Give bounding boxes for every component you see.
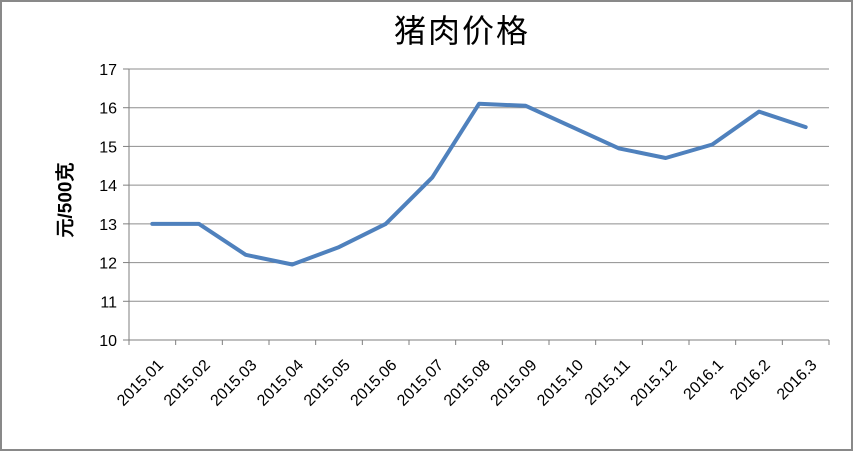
price-series-line: [150, 101, 808, 267]
x-tick-label: 2015.07: [394, 357, 447, 410]
x-tick-label: 2016.3: [774, 357, 821, 404]
x-tick-label: 2015.08: [441, 357, 494, 410]
y-tick-label: 11: [100, 294, 117, 311]
x-tick-label: 2015.12: [628, 357, 681, 410]
x-tick-label: 2016.1: [681, 357, 728, 404]
y-tick-label: 17: [99, 62, 117, 79]
x-tick-label: 2015.01: [114, 357, 167, 410]
chart-title: 猪肉价格: [393, 13, 530, 49]
x-tick-label: 2015.06: [348, 357, 401, 410]
x-tick-label: 2015.09: [488, 357, 541, 410]
y-tick-label: 12: [99, 256, 117, 273]
x-tick-label: 2015.04: [254, 357, 307, 410]
x-tick-label: 2015.03: [208, 357, 261, 410]
y-tick-label: 10: [99, 333, 117, 350]
y-tick-label: 16: [99, 101, 117, 118]
x-tick-label: 2016.2: [727, 357, 774, 404]
y-tick-label: 13: [99, 217, 117, 234]
x-tick-label: 2015.11: [582, 357, 634, 409]
y-tick-label: 15: [99, 139, 117, 156]
x-tick-label: 2015.02: [161, 357, 214, 410]
x-tick-label: 2015.10: [534, 357, 587, 410]
y-tick-label: 14: [99, 178, 117, 195]
x-tick-label: 2015.05: [301, 357, 354, 410]
